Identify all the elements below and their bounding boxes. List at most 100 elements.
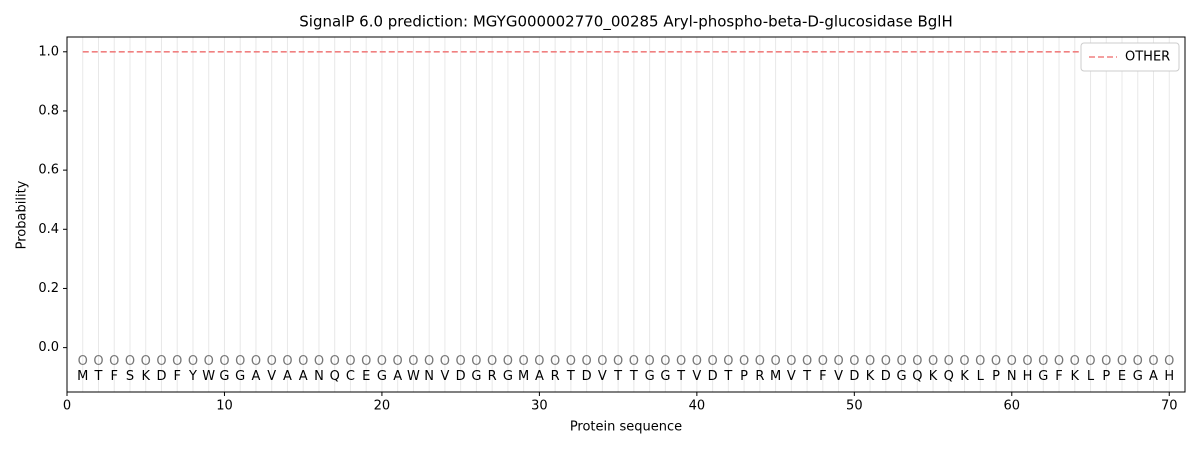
prediction-label: O [707, 354, 717, 369]
residue-label: G [503, 369, 513, 384]
y-tick-label: 0.4 [38, 222, 59, 237]
prediction-label: O [1054, 354, 1064, 369]
residue-label: W [407, 369, 420, 384]
residue-label: H [1164, 369, 1174, 384]
prediction-label: O [645, 354, 655, 369]
residue-label: C [346, 369, 355, 384]
prediction-label: O [1133, 354, 1143, 369]
residue-label: V [440, 369, 449, 384]
prediction-label: O [739, 354, 749, 369]
prediction-label: O [849, 354, 859, 369]
prediction-label: O [393, 354, 403, 369]
y-tick-label: 0.6 [38, 163, 59, 178]
prediction-label: O [456, 354, 466, 369]
prediction-label: O [912, 354, 922, 369]
prediction-label: O [959, 354, 969, 369]
prediction-label: O [1148, 354, 1158, 369]
residue-label: A [1149, 369, 1158, 384]
x-tick-label: 60 [1004, 399, 1021, 414]
residue-label: G [1133, 369, 1143, 384]
residue-label: G [235, 369, 245, 384]
prediction-label: O [282, 354, 292, 369]
prediction-label: O [755, 354, 765, 369]
prediction-label: O [1164, 354, 1174, 369]
residue-label: R [488, 369, 497, 384]
residue-label: T [629, 369, 638, 384]
y-tick-label: 0.8 [38, 103, 59, 118]
residue-label: G [645, 369, 655, 384]
x-tick-label: 50 [846, 399, 863, 414]
prediction-label: O [109, 354, 119, 369]
residue-label: W [202, 369, 215, 384]
residue-label: G [219, 369, 229, 384]
prediction-label: O [676, 354, 686, 369]
prediction-label: O [440, 354, 450, 369]
prediction-label: O [156, 354, 166, 369]
residue-label: G [471, 369, 481, 384]
prediction-label: O [582, 354, 592, 369]
residue-label: S [126, 369, 134, 384]
residue-label: R [551, 369, 560, 384]
residue-label: F [173, 369, 180, 384]
prediction-label: O [172, 354, 182, 369]
prediction-label: O [330, 354, 340, 369]
legend-label: OTHER [1125, 50, 1170, 65]
residue-label: F [1055, 369, 1062, 384]
residue-label: A [283, 369, 292, 384]
prediction-label: O [503, 354, 513, 369]
prediction-label: O [298, 354, 308, 369]
residue-label: K [960, 369, 969, 384]
prediction-label: O [613, 354, 623, 369]
prediction-label: O [928, 354, 938, 369]
residue-label: K [1071, 369, 1080, 384]
residue-label: F [819, 369, 826, 384]
residue-label: G [1038, 369, 1048, 384]
y-tick-label: 0.0 [38, 340, 59, 355]
prediction-label: O [235, 354, 245, 369]
prediction-label: O [660, 354, 670, 369]
prediction-label: O [1117, 354, 1127, 369]
x-tick-label: 70 [1161, 399, 1178, 414]
prediction-label: O [251, 354, 261, 369]
x-tick-label: 10 [216, 399, 233, 414]
residue-label: D [582, 369, 592, 384]
residue-label: N [1007, 369, 1017, 384]
residue-label: T [566, 369, 575, 384]
prediction-label: O [219, 354, 229, 369]
prediction-label: O [408, 354, 418, 369]
x-tick-label: 0 [63, 399, 71, 414]
prediction-label: O [141, 354, 151, 369]
plot-frame [66, 36, 1186, 393]
prediction-label: O [770, 354, 780, 369]
residue-label: D [456, 369, 466, 384]
x-axis-label: Protein sequence [570, 420, 682, 435]
prediction-label: O [629, 354, 639, 369]
residue-label: Q [944, 369, 954, 384]
residue-label: A [252, 369, 261, 384]
prediction-label: O [566, 354, 576, 369]
x-tick-label: 30 [531, 399, 548, 414]
prediction-label: O [881, 354, 891, 369]
residue-label: K [141, 369, 150, 384]
prediction-label: O [534, 354, 544, 369]
prediction-label: O [125, 354, 135, 369]
prediction-label: O [944, 354, 954, 369]
residue-label: V [267, 369, 276, 384]
residue-label: D [708, 369, 718, 384]
prediction-label: O [471, 354, 481, 369]
prediction-label: O [78, 354, 88, 369]
prediction-label: O [818, 354, 828, 369]
prediction-label: O [204, 354, 214, 369]
prediction-label: O [519, 354, 529, 369]
x-tick-label: 40 [689, 399, 706, 414]
y-axis-label: Probability [15, 180, 30, 249]
residue-label: E [1118, 369, 1126, 384]
residue-label: T [723, 369, 732, 384]
residue-label: T [613, 369, 622, 384]
y-tick-label: 0.2 [38, 281, 59, 296]
prediction-label: O [786, 354, 796, 369]
residue-label: P [1102, 369, 1110, 384]
prediction-label: O [424, 354, 434, 369]
